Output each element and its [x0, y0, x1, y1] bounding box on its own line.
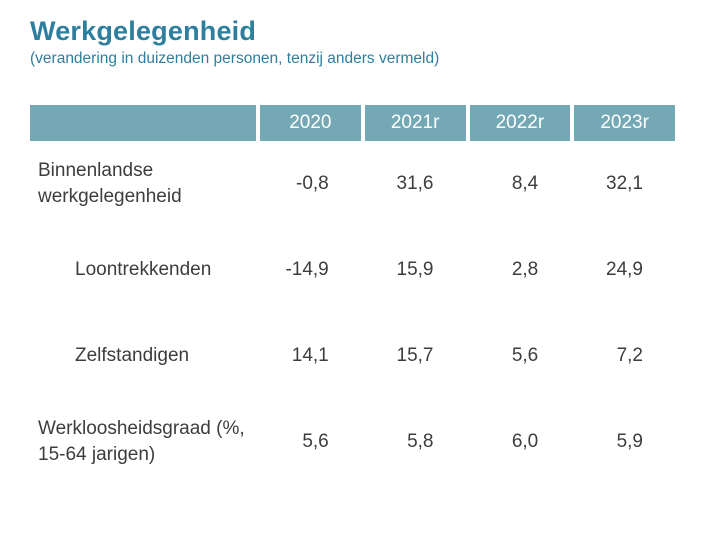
row-label-binnenlandse-werkgelegenheid: Binnenlandse werkgelegenheid — [38, 160, 182, 207]
value-cell: 32,1 — [606, 173, 643, 194]
value-cell: 5,6 — [511, 345, 539, 366]
value-cell: 24,9 — [606, 259, 643, 280]
header-cell-2020: 2020 — [260, 105, 361, 141]
value-cell: 15,7 — [396, 345, 434, 366]
row-label-loontrekkenden: Loontrekkenden — [75, 259, 212, 281]
value-cell: -14,9 — [285, 259, 329, 280]
value-cell: 8,4 — [511, 173, 539, 194]
header-cell-2021r: 2021r — [364, 105, 466, 141]
value-cell: 7,2 — [616, 345, 643, 366]
value-cell: 5,8 — [407, 431, 434, 452]
row-label-zelfstandigen: Zelfstandigen — [75, 345, 190, 367]
header-cell-2023r: 2023r — [574, 105, 675, 141]
value-cell: -0,8 — [296, 173, 329, 194]
value-cell: 31,6 — [396, 173, 434, 194]
header-cell-2022r: 2022r — [469, 105, 571, 141]
value-cell: 15,9 — [396, 259, 434, 280]
header-cell-empty — [30, 105, 256, 141]
value-cell: 5,6 — [302, 431, 329, 452]
value-cell: 2,8 — [511, 259, 539, 280]
value-cell: 5,9 — [616, 431, 643, 452]
row-label-werkloosheidsgraad: Werkloosheidsgraad (%, 15-64 jarigen) — [38, 418, 245, 465]
value-cell: 6,0 — [511, 431, 539, 452]
page-subtitle: (verandering in duizenden personen, tenz… — [30, 50, 440, 67]
page-title: Werkgelegenheid — [30, 16, 257, 46]
value-cell: 14,1 — [291, 345, 329, 366]
employment-table: 2020 2021r 2022r 2023r Binnenlandse werk… — [30, 105, 675, 485]
